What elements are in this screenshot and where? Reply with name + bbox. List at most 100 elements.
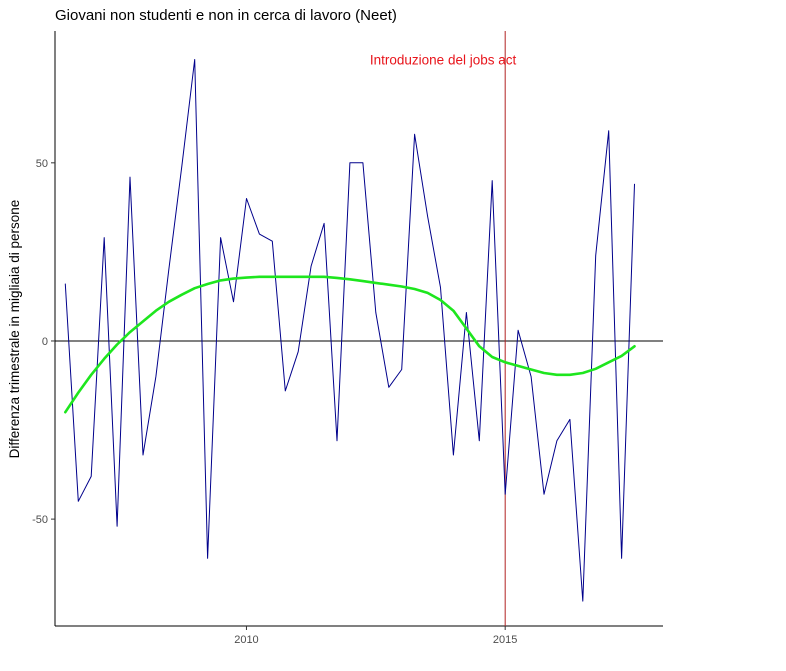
trend-point (323, 276, 324, 277)
data-point (492, 180, 493, 181)
smoothed-trend-line (64, 275, 636, 414)
data-point (556, 440, 557, 441)
data-point (530, 376, 531, 377)
data-point (155, 376, 156, 377)
data-point (479, 440, 480, 441)
trend-point (479, 346, 480, 347)
trend-point (336, 277, 337, 278)
data-point (181, 166, 182, 167)
data-point (543, 494, 544, 495)
data-point (142, 454, 143, 455)
trend-point (362, 281, 363, 282)
trend-point (168, 301, 169, 302)
data-point (569, 419, 570, 420)
trend-point (65, 412, 66, 413)
x-tick-label: 2010 (234, 634, 258, 646)
data-point (634, 184, 635, 185)
data-point (388, 387, 389, 388)
quarterly-difference-line (64, 59, 635, 602)
trend-point (246, 277, 247, 278)
data-point (168, 269, 169, 270)
trend-point (233, 278, 234, 279)
y-tick-label: 50 (36, 158, 48, 170)
y-tick-label: -50 (32, 514, 48, 526)
trend-point (311, 276, 312, 277)
trend-point (582, 372, 583, 373)
data-point (349, 162, 350, 163)
trend-point (272, 276, 273, 277)
trend-point (181, 294, 182, 295)
trend-point (427, 292, 428, 293)
trend-point (349, 279, 350, 280)
trend-point (298, 276, 299, 277)
trend-point (142, 321, 143, 322)
trend-point (569, 374, 570, 375)
x-tick-label: 2015 (493, 634, 517, 646)
trend-point (492, 356, 493, 357)
trend-point (608, 362, 609, 363)
data-point (466, 312, 467, 313)
data-point (375, 312, 376, 313)
trend-point (634, 346, 635, 347)
data-point (78, 501, 79, 502)
trend-point (155, 310, 156, 311)
trend-point (285, 276, 286, 277)
data-point (595, 255, 596, 256)
data-point (362, 162, 363, 163)
data-point (298, 351, 299, 352)
data-point (336, 440, 337, 441)
trend-point (414, 288, 415, 289)
trend-point (194, 288, 195, 289)
data-point (453, 454, 454, 455)
trend-point (595, 368, 596, 369)
data-point (220, 237, 221, 238)
data-point (505, 494, 506, 495)
data-point (608, 130, 609, 131)
trend-point (556, 374, 557, 375)
data-point (116, 526, 117, 527)
jobs-act-annotation: Introduzione del jobs act (370, 53, 517, 68)
data-point (207, 558, 208, 559)
trend-point (78, 392, 79, 393)
trend-point (129, 331, 130, 332)
data-point (129, 176, 130, 177)
trend-point (621, 355, 622, 356)
data-point (311, 266, 312, 267)
trend-point (388, 284, 389, 285)
trend-point (518, 365, 519, 366)
trend-point (453, 310, 454, 311)
trend-point (440, 299, 441, 300)
trend-point (401, 286, 402, 287)
data-point (65, 283, 66, 284)
data-point (518, 330, 519, 331)
trend-point (104, 358, 105, 359)
y-axis-label: Differenza trimestrale in migliaia di pe… (7, 200, 22, 459)
trend-point (543, 372, 544, 373)
data-point (104, 237, 105, 238)
data-point (285, 390, 286, 391)
data-point (582, 600, 583, 601)
data-point (414, 134, 415, 135)
trend-point (259, 276, 260, 277)
data-point (427, 216, 428, 217)
plot-area: -50 0 50 2010 2015 Introduzione del jobs act (32, 31, 663, 646)
trend-point (466, 328, 467, 329)
data-point (246, 198, 247, 199)
data-point (233, 301, 234, 302)
data-point (440, 287, 441, 288)
trend-point (375, 282, 376, 283)
data-point (272, 241, 273, 242)
data-point (621, 558, 622, 559)
trend-point (220, 280, 221, 281)
y-tick-label: 0 (42, 336, 48, 348)
trend-point (207, 283, 208, 284)
data-point (259, 233, 260, 234)
trend-point (91, 374, 92, 375)
data-point (194, 59, 195, 60)
data-point (323, 223, 324, 224)
trend-point (505, 362, 506, 363)
trend-point (530, 369, 531, 370)
data-point (91, 476, 92, 477)
chart-title: Giovani non studenti e non in cerca di l… (55, 7, 397, 24)
